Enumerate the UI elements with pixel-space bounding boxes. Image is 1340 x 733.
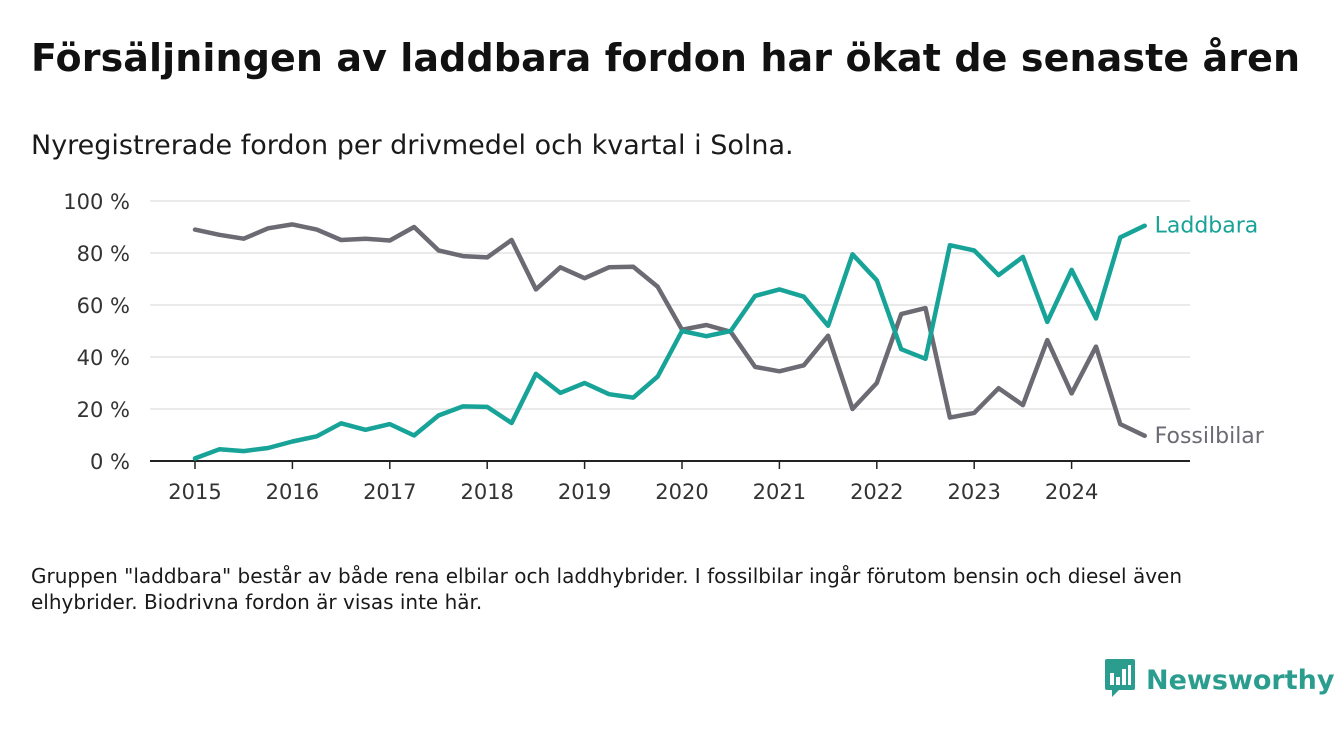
y-tick-label: 20 % (77, 398, 130, 422)
x-tick-label: 2015 (168, 480, 221, 504)
series-line-laddbara (192, 223, 1147, 461)
x-tick-label: 2020 (655, 480, 708, 504)
x-tick-label: 2023 (947, 480, 1000, 504)
x-tick-label: 2019 (558, 480, 611, 504)
y-axis-ticks: 0 % 20 % 40 % 60 % 80 % 100 % (63, 190, 130, 474)
footnote: Gruppen "laddbara" består av både rena e… (31, 564, 1183, 614)
brand-name: Newsworthy (1146, 664, 1335, 696)
series-label-laddbara: Laddbara (1155, 214, 1259, 239)
x-tick-label: 2021 (753, 480, 806, 504)
grid-lines (150, 200, 1190, 462)
x-tick-label: 2024 (1045, 480, 1098, 504)
brand: Newsworthy (1103, 658, 1335, 702)
chart-subtitle: Nyregistrerade fordon per drivmedel och … (31, 130, 794, 161)
y-tick-label: 0 % (90, 450, 130, 474)
x-tick-label: 2016 (266, 480, 319, 504)
series-label-fossilbilar: Fossilbilar (1155, 424, 1265, 449)
series-lines (192, 222, 1147, 461)
x-tick-label: 2022 (850, 480, 903, 504)
y-tick-label: 60 % (77, 294, 130, 318)
y-tick-label: 80 % (77, 242, 130, 266)
x-tick-label: 2018 (460, 480, 513, 504)
chart-title: Försäljningen av laddbara fordon har öka… (31, 36, 1301, 80)
x-axis-ticks: 2015 2016 2017 2018 2019 2020 2021 2022 2023 2024 (168, 461, 1098, 504)
newsworthy-logo-icon (1103, 658, 1137, 702)
y-tick-label: 40 % (77, 346, 130, 370)
x-tick-label: 2017 (363, 480, 416, 504)
y-tick-label: 100 % (63, 190, 130, 214)
series-end-labels: Fossilbilar Laddbara (1155, 214, 1265, 449)
series-line-fossilbilar (192, 222, 1147, 439)
